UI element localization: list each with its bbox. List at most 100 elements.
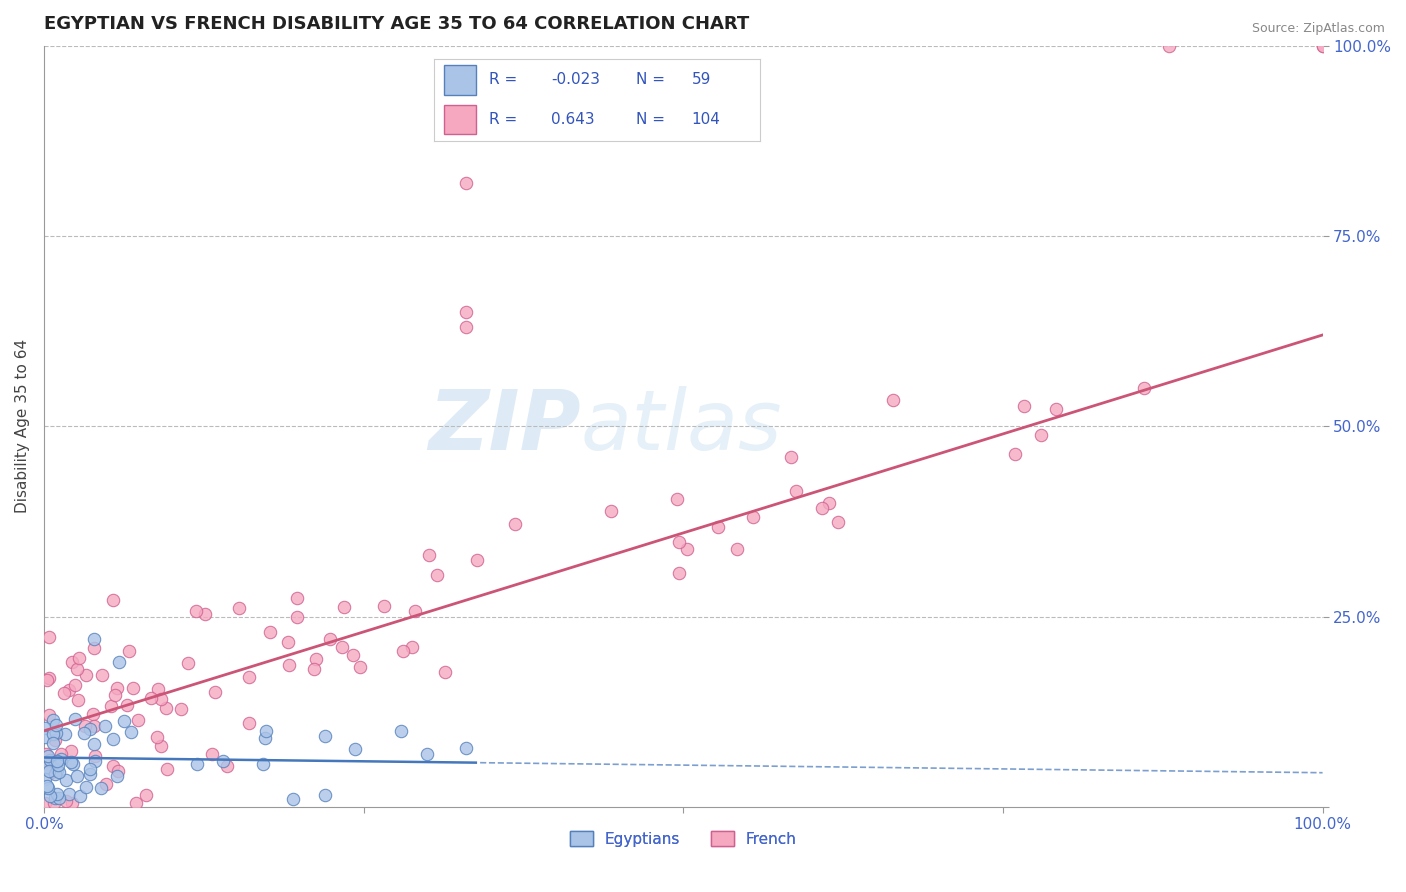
Point [882,393,904,408]
Point [818,496,841,510]
Point [454,305,477,319]
Point [83,748,105,763]
Point [107,764,129,779]
Point [55,772,77,787]
Point [94,719,117,733]
Point [779,450,801,464]
Point [184,604,207,618]
Point [139,691,162,706]
Point [277,634,299,648]
Point [44,732,66,747]
Point [51,752,73,766]
Point [37,673,59,687]
Point [42,796,65,810]
Point [668,566,690,581]
Point [333,600,356,615]
Text: atlas: atlas [581,386,783,467]
Point [725,542,748,557]
Point [58,787,80,801]
Point [401,640,423,654]
Point [238,670,260,684]
Point [42,713,65,727]
Point [120,725,142,739]
Point [675,542,697,557]
Point [149,739,172,754]
Point [66,693,89,707]
Point [599,504,621,518]
Point [58,682,80,697]
Point [1159,38,1181,53]
Point [156,762,179,776]
Point [204,684,226,698]
Point [79,763,101,777]
Point [314,788,336,802]
Point [73,725,96,739]
Text: ZIP: ZIP [429,386,581,467]
Point [454,176,477,190]
Point [104,688,127,702]
Point [35,779,58,793]
Point [389,724,412,739]
Point [454,320,477,334]
Point [44,766,66,780]
Point [108,656,131,670]
Point [42,727,65,741]
Point [37,754,59,768]
Point [75,668,97,682]
Point [827,515,849,529]
Point [41,736,63,750]
Point [252,757,274,772]
Point [45,754,67,768]
Point [38,672,60,686]
Point [503,517,526,532]
Point [194,607,217,622]
Point [146,681,169,696]
Point [83,719,105,733]
Point [1312,38,1334,53]
Point [1312,38,1334,53]
Point [319,632,342,647]
Point [38,764,60,778]
Point [91,668,114,682]
Point [253,731,276,746]
Point [433,665,456,680]
Point [146,730,169,744]
Point [84,754,107,768]
Point [48,790,70,805]
Point [44,790,66,805]
Point [37,781,59,796]
Point [418,548,440,562]
Point [90,780,112,795]
Point [112,714,135,728]
Point [60,796,83,810]
Point [82,707,104,722]
Legend: Egyptians, French: Egyptians, French [564,824,803,853]
Point [425,567,447,582]
Point [785,483,807,498]
Point [305,652,328,666]
Point [69,789,91,803]
Point [105,768,128,782]
Point [254,723,277,738]
Point [46,787,69,801]
Point [666,491,689,506]
Point [201,747,224,761]
Point [48,765,70,780]
Point [45,718,67,732]
Point [83,641,105,656]
Point [83,737,105,751]
Point [62,756,84,771]
Point [127,713,149,727]
Point [52,686,75,700]
Point [34,722,56,736]
Point [343,742,366,756]
Point [1045,402,1067,417]
Point [155,701,177,715]
Point [101,593,124,607]
Point [1031,428,1053,442]
Point [67,651,90,665]
Point [302,662,325,676]
Point [122,681,145,696]
Point [465,553,488,567]
Point [118,644,141,658]
